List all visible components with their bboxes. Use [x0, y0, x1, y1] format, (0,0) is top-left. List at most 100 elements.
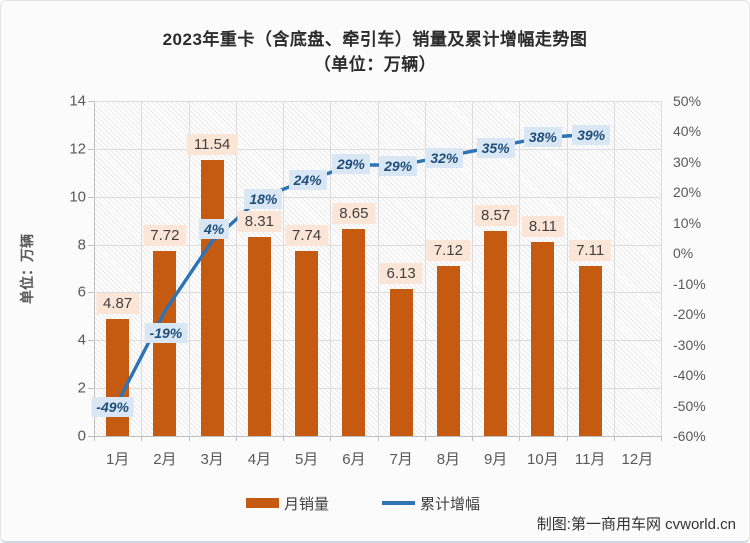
horizontal-gridline: [94, 388, 661, 390]
bar: [200, 159, 224, 436]
vertical-gridline: [283, 101, 284, 436]
bar-series-swatch-icon: [246, 498, 279, 508]
y-right-tick-label: -60%: [673, 428, 706, 444]
line-value-label: 32%: [425, 147, 464, 168]
y-axis-tick-mark: [88, 388, 94, 390]
x-axis-tick-mark: [141, 436, 143, 441]
y-axis-line: [94, 101, 95, 436]
x-axis-tick-mark: [377, 436, 379, 441]
y-right-tick-label: -40%: [673, 367, 706, 384]
y-left-tick-label: 12: [69, 140, 86, 158]
vertical-gridline: [377, 101, 379, 436]
line-value-label: -49%: [91, 396, 134, 417]
bar: [389, 289, 413, 436]
y-left-tick-label: 0: [77, 427, 86, 445]
vertical-gridline: [613, 101, 615, 436]
vertical-gridline: [661, 101, 662, 436]
y-left-tick-label: 2: [77, 379, 86, 397]
bar-value-label: 8.57: [474, 204, 518, 226]
bar-value-label: 8.11: [521, 215, 564, 237]
bar: [247, 237, 271, 436]
line-value-label: 4%: [199, 219, 230, 240]
bar: [106, 319, 130, 436]
y-right-tick-label: -20%: [673, 306, 706, 323]
chart-subtitle: （单位：万辆）: [313, 55, 437, 74]
x-axis-tick-mark: [613, 436, 615, 441]
x-tick-label: 3月: [200, 451, 224, 468]
line-value-label: 38%: [523, 126, 562, 147]
line-value-label: 39%: [572, 124, 611, 145]
credit-text: 制图:第一商用车网 cvworld.cn: [536, 516, 736, 533]
x-tick-label: 9月: [483, 451, 508, 468]
vertical-gridline: [330, 101, 332, 436]
y-right-tick-label: -10%: [673, 275, 706, 292]
x-tick-label: 8月: [436, 451, 461, 468]
y-right-tick-label: -50%: [673, 397, 706, 414]
bar-value-label: 4.87: [96, 293, 140, 315]
bar-value-label: 8.65: [332, 203, 376, 225]
x-axis-tick-mark: [188, 436, 190, 441]
x-axis-tick-mark: [330, 436, 332, 441]
y-axis-title: 单位：万辆: [19, 234, 35, 304]
y-left-tick-label: 6: [77, 283, 86, 301]
horizontal-gridline: [94, 148, 661, 150]
legend-item-monthly-sales: 月销量: [246, 493, 329, 514]
line-value-label: -19%: [144, 323, 188, 344]
horizontal-gridline: [94, 196, 661, 198]
x-tick-label: 7月: [389, 451, 413, 468]
x-tick-label: 2月: [153, 451, 177, 468]
line-value-label: 29%: [379, 155, 418, 176]
x-tick-label: 10月: [527, 451, 559, 468]
y-axis-tick-mark: [88, 292, 94, 294]
bar-value-label: 8.31: [237, 211, 281, 233]
x-axis-tick-mark: [661, 436, 662, 441]
line-value-label: 29%: [331, 153, 370, 174]
y-right-tick-label: 10%: [673, 214, 702, 231]
y-axis-tick-mark: [88, 244, 94, 246]
x-tick-label: 4月: [247, 451, 272, 468]
bar: [531, 241, 555, 436]
legend-label-monthly-sales: 月销量: [284, 495, 330, 513]
y-axis-tick-mark: [88, 148, 94, 150]
y-right-tick-label: -30%: [673, 336, 706, 353]
x-tick-label: 12月: [621, 451, 654, 468]
y-axis-tick-mark: [88, 101, 94, 102]
bar-value-label: 7.11: [569, 239, 612, 261]
bar-value-label: 6.13: [379, 263, 423, 285]
line-value-label: 18%: [244, 189, 283, 210]
vertical-gridline: [519, 101, 521, 436]
x-axis-tick-mark: [235, 436, 237, 441]
y-left-tick-label: 14: [69, 92, 86, 110]
x-axis-tick-mark: [566, 436, 568, 441]
bar: [436, 265, 460, 436]
bar-value-label: 7.12: [426, 239, 470, 261]
y-left-tick-label: 10: [69, 188, 86, 206]
bar-value-label: 7.74: [285, 224, 329, 246]
legend: 月销量 累计增幅: [246, 493, 480, 513]
vertical-gridline: [141, 101, 143, 436]
y-axis-tick-mark: [88, 436, 94, 437]
x-axis-line: [94, 436, 661, 437]
x-axis-tick-mark: [94, 436, 95, 441]
x-tick-label: 1月: [105, 451, 130, 468]
horizontal-gridline: [94, 101, 661, 102]
y-left-tick-label: 4: [77, 331, 86, 349]
y-axis-tick-mark: [88, 196, 94, 198]
x-axis-tick-mark: [283, 436, 284, 441]
legend-label-cumulative-growth: 累计增幅: [420, 495, 481, 513]
y-left-tick-label: 8: [77, 236, 86, 254]
bar: [342, 229, 366, 436]
bar-value-label: 11.54: [186, 133, 238, 155]
line-series-swatch-icon: [382, 501, 416, 505]
bar: [484, 230, 508, 436]
y-right-tick-label: 50%: [673, 93, 702, 109]
bar: [153, 251, 177, 436]
bar: [578, 265, 602, 436]
line-value-label: 35%: [476, 137, 515, 158]
y-right-tick-label: 30%: [673, 153, 702, 170]
y-right-tick-label: 40%: [673, 123, 702, 140]
y-right-tick-label: 0%: [673, 245, 694, 262]
bar-value-label: 7.72: [143, 225, 187, 247]
x-axis-tick-mark: [519, 436, 521, 441]
